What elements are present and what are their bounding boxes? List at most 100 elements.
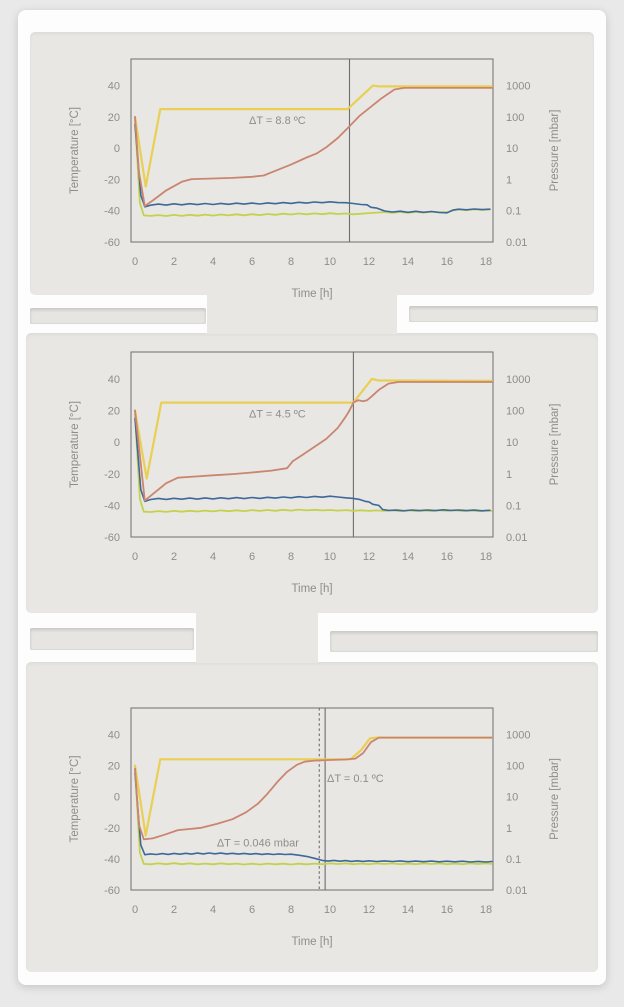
chart-3-series-shelf-temperature-yellow [133, 736, 493, 837]
x-tick-label: 6 [249, 904, 255, 916]
chart-1-series-product-pressure-salmon [134, 87, 493, 207]
y-axis-title-temperature: Temperature [°C] [69, 755, 81, 842]
x-tick-label: 16 [441, 551, 453, 563]
x-tick-label: 12 [363, 256, 375, 268]
plot-frame [130, 58, 494, 243]
x-tick-label: 0 [132, 904, 138, 916]
chart-1-series-probe-blue [134, 123, 491, 214]
y-tick-label-temperature: 40 [108, 81, 120, 93]
x-tick-label: 14 [402, 551, 414, 563]
x-tick-label: 4 [210, 551, 216, 563]
y-tick-label-pressure: 10 [506, 792, 518, 804]
y-tick-label-pressure: 1000 [506, 81, 530, 93]
y-tick-label-pressure: 100 [506, 406, 524, 418]
y-tick-label-temperature: -40 [104, 206, 120, 218]
x-tick-label: 14 [402, 904, 414, 916]
y-tick-label-temperature: -20 [104, 174, 120, 186]
y-tick-label-pressure: 100 [506, 112, 524, 124]
y-tick-label-temperature: -60 [104, 532, 120, 544]
x-tick-label: 18 [480, 256, 492, 268]
x-tick-label: 0 [132, 256, 138, 268]
chart-2-series-shelf-temperature-yellow [133, 377, 493, 480]
delta-annotation: ΔT = 8.8 ºC [249, 115, 306, 127]
x-axis-title: Time [h] [291, 583, 332, 595]
x-tick-label: 12 [363, 551, 375, 563]
y-tick-label-pressure: 1000 [506, 729, 530, 741]
x-tick-label: 8 [288, 256, 294, 268]
delta-annotation: ΔT = 4.5 ºC [249, 409, 306, 421]
x-tick-label: 8 [288, 904, 294, 916]
y-axis-title-temperature: Temperature [°C] [69, 107, 81, 194]
divider-slot-right-2 [330, 631, 598, 652]
x-tick-label: 4 [210, 256, 216, 268]
y-tick-label-pressure: 0.01 [506, 885, 527, 897]
y-tick-label-pressure: 0.01 [506, 532, 527, 544]
x-tick-label: 18 [480, 551, 492, 563]
chart-2-series-probe-blue [134, 417, 491, 512]
y-tick-label-pressure: 1 [506, 174, 512, 186]
x-axis-title: Time [h] [291, 936, 332, 948]
x-tick-label: 0 [132, 551, 138, 563]
y-tick-label-temperature: 20 [108, 112, 120, 124]
y-axis-title-pressure: Pressure [mbar] [549, 404, 561, 486]
y-tick-label-temperature: 20 [108, 406, 120, 418]
delta-annotation: ΔT = 0.046 mbar [217, 838, 299, 850]
y-axis-title-pressure: Pressure [mbar] [549, 758, 561, 840]
divider-slot-right-1 [409, 306, 598, 322]
x-tick-label: 14 [402, 256, 414, 268]
chart-2-plot: 0 2 4 6 8 10 12 14 16 18 40 20 0 -20 -40 -60 1000 100 10 1 0… [69, 351, 561, 595]
x-tick-label: 6 [249, 256, 255, 268]
plot-frame [130, 707, 494, 891]
y-tick-label-temperature: -40 [104, 854, 120, 866]
y-tick-label-pressure: 0.1 [506, 854, 521, 866]
x-axis-title: Time [h] [291, 288, 332, 300]
chart-panel-3 [26, 662, 598, 972]
y-axis-title-temperature: Temperature [°C] [69, 401, 81, 488]
chart-panel-2 [26, 333, 598, 613]
chart-panel-1 [30, 32, 594, 295]
chart-2-series-product-pressure-salmon [134, 381, 493, 502]
x-tick-label: 18 [480, 904, 492, 916]
x-tick-label: 10 [324, 256, 336, 268]
y-tick-label-temperature: -40 [104, 500, 120, 512]
x-tick-label: 4 [210, 904, 216, 916]
y-tick-label-pressure: 0.1 [506, 206, 521, 218]
panel-bridge-2-3 [196, 612, 318, 663]
y-tick-label-temperature: 40 [108, 374, 120, 386]
x-tick-label: 2 [171, 256, 177, 268]
y-tick-label-pressure: 0.1 [506, 500, 521, 512]
y-tick-label-temperature: 0 [114, 143, 120, 155]
x-tick-label: 16 [441, 904, 453, 916]
panel-bridge-1-2 [207, 294, 397, 334]
y-axis-title-pressure: Pressure [mbar] [549, 110, 561, 192]
divider-slot-left-1 [30, 308, 206, 324]
y-tick-label-pressure: 100 [506, 761, 524, 773]
y-tick-label-temperature: -60 [104, 885, 120, 897]
x-tick-label: 10 [324, 904, 336, 916]
y-tick-label-pressure: 1000 [506, 374, 530, 386]
x-tick-label: 12 [363, 904, 375, 916]
x-tick-label: 10 [324, 551, 336, 563]
y-tick-label-pressure: 10 [506, 437, 518, 449]
y-tick-label-temperature: 40 [108, 729, 120, 741]
y-tick-label-temperature: 0 [114, 437, 120, 449]
chart-3-series-probe-green [134, 767, 493, 866]
y-tick-label-temperature: 20 [108, 761, 120, 773]
y-tick-label-pressure: 0.01 [506, 237, 527, 249]
x-tick-label: 8 [288, 551, 294, 563]
chart-1-series-shelf-temperature-yellow [133, 84, 493, 188]
y-tick-label-pressure: 10 [506, 143, 518, 155]
y-tick-label-pressure: 1 [506, 469, 512, 481]
chart-3-series-probe-blue [134, 772, 493, 863]
plot-frame [130, 351, 494, 538]
x-tick-label: 2 [171, 551, 177, 563]
x-tick-label: 2 [171, 904, 177, 916]
y-tick-label-temperature: -20 [104, 469, 120, 481]
x-tick-label: 16 [441, 256, 453, 268]
delta-annotation: ΔT = 0.1 ºC [327, 773, 384, 785]
y-tick-label-pressure: 1 [506, 823, 512, 835]
divider-slot-left-2 [30, 628, 194, 650]
chart-3-series-product-pressure-salmon [134, 736, 493, 841]
y-tick-label-temperature: 0 [114, 792, 120, 804]
